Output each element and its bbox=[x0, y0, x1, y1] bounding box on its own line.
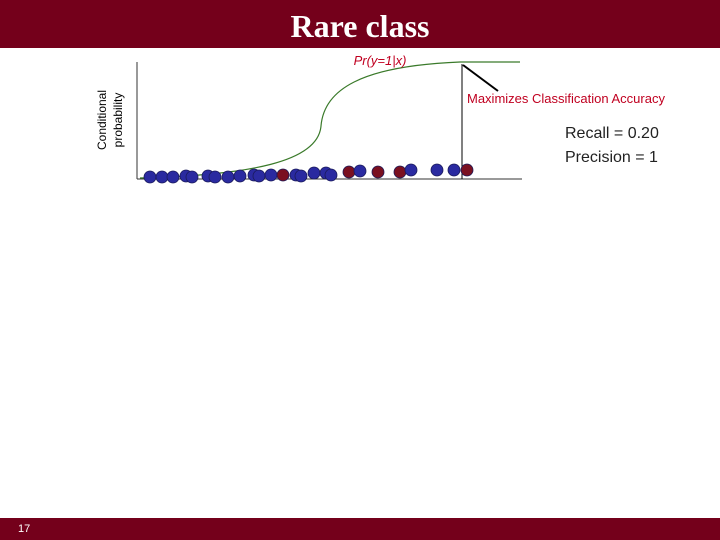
point bbox=[460, 163, 474, 177]
point bbox=[371, 165, 385, 179]
point bbox=[342, 165, 356, 179]
axis-label: probability bbox=[111, 93, 125, 148]
curve-label: Pr(y=1|x) bbox=[354, 53, 407, 68]
point bbox=[166, 170, 180, 184]
point bbox=[221, 170, 235, 184]
metric: Recall = 0.20 bbox=[565, 125, 659, 142]
point bbox=[447, 163, 461, 177]
point bbox=[143, 170, 157, 184]
point bbox=[208, 170, 222, 184]
point bbox=[393, 165, 407, 179]
annotation: Maximizes Classification Accuracy bbox=[467, 91, 665, 106]
point bbox=[233, 169, 247, 183]
point bbox=[264, 168, 278, 182]
axis-label: Conditional bbox=[95, 90, 109, 150]
point bbox=[353, 164, 367, 178]
point bbox=[294, 169, 308, 183]
page-number: 17 bbox=[18, 523, 31, 535]
point bbox=[307, 166, 321, 180]
point bbox=[324, 168, 338, 182]
point bbox=[185, 170, 199, 184]
sigmoid-curve bbox=[139, 61, 520, 179]
point bbox=[155, 170, 169, 184]
point bbox=[276, 168, 290, 182]
point bbox=[404, 163, 418, 177]
metric: Precision = 1 bbox=[565, 149, 658, 166]
footer: 17 bbox=[0, 518, 720, 540]
annotation-arrow bbox=[462, 64, 499, 92]
points bbox=[143, 163, 474, 184]
slide-title: Rare class bbox=[0, 0, 720, 48]
point bbox=[252, 169, 266, 183]
point bbox=[430, 163, 444, 177]
